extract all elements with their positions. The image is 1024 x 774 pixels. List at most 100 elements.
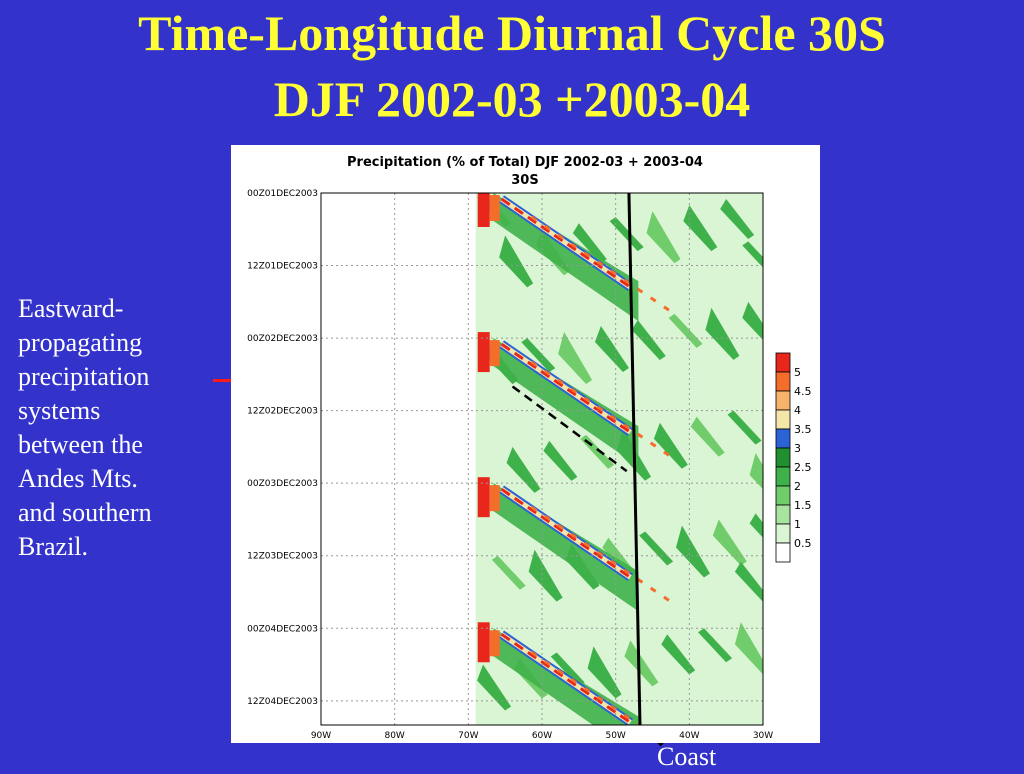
plot-frame <box>320 192 764 726</box>
field-streak <box>506 446 541 493</box>
band-core <box>500 633 632 724</box>
diurnal-band <box>477 193 672 322</box>
chart-subtitle: 30S <box>511 173 538 188</box>
field-streak <box>675 525 710 578</box>
field-streak <box>661 634 696 675</box>
band-envelope <box>493 338 639 467</box>
field-streak <box>587 646 622 699</box>
field-streak <box>749 452 763 490</box>
andes-burst <box>477 332 490 373</box>
annotation-line: Andes Mts. <box>18 464 138 493</box>
andes-burst <box>489 340 500 367</box>
band-secondary <box>530 651 642 725</box>
y-tick-label: 12Z02DEC2003 <box>247 407 318 417</box>
x-tick-label: 90W <box>311 731 331 741</box>
field-streak <box>477 664 512 711</box>
andes-burst <box>489 485 500 512</box>
colorbar-swatch <box>775 371 791 392</box>
field-streak <box>594 326 629 372</box>
field-streak <box>558 332 593 385</box>
colorbar-swatch <box>775 409 791 430</box>
colorbar-label: 4.5 <box>794 385 812 398</box>
field-streak <box>742 301 763 341</box>
y-tick-label: 00Z01DEC2003 <box>247 189 318 199</box>
colorbar-swatch <box>775 447 791 468</box>
band-secondary <box>530 360 672 458</box>
colorbar-label: 3 <box>794 442 801 455</box>
y-tick-label: 12Z03DEC2003 <box>247 552 318 562</box>
band-secondary <box>530 215 672 313</box>
coast-label: Coast <box>657 742 717 771</box>
field-streak <box>690 416 725 457</box>
y-tick-label: 00Z04DEC2003 <box>247 624 318 634</box>
field-streak <box>631 319 666 360</box>
y-tick-label: 12Z04DEC2003 <box>247 697 318 707</box>
band-envelope <box>493 483 639 612</box>
band-core <box>500 197 632 289</box>
band-envelope <box>493 193 639 322</box>
field-streak <box>653 422 688 469</box>
field-streak <box>712 519 747 566</box>
colorbar-label: 2.5 <box>794 461 812 474</box>
y-tick-label: 00Z03DEC2003 <box>247 479 318 489</box>
colorbar-label: 1 <box>794 518 801 531</box>
field-streak <box>543 440 578 481</box>
colorbar-swatch <box>775 542 791 563</box>
colorbar-swatch <box>775 352 791 373</box>
annotation-line: Eastward- <box>18 294 124 323</box>
colorbar-label: 2 <box>794 480 801 493</box>
field-streak <box>734 561 763 602</box>
andes-burst <box>477 622 490 663</box>
y-tick-label: 12Z01DEC2003 <box>247 262 318 272</box>
colorbar-swatch <box>775 523 791 544</box>
precip-field <box>475 193 763 725</box>
propagation-line <box>511 385 628 473</box>
annotation-line: Brazil. <box>18 532 89 561</box>
field-streak <box>734 622 763 675</box>
x-tick-label: 50W <box>605 731 625 741</box>
colorbar-swatch <box>775 504 791 525</box>
colorbar-swatch <box>775 390 791 411</box>
x-tick-label: 40W <box>679 731 699 741</box>
colorbar-swatch <box>775 428 791 449</box>
colorbar-label: 5 <box>794 366 801 379</box>
colorbar-label: 3.5 <box>794 423 812 436</box>
field-streak <box>528 549 563 602</box>
band-secondary <box>530 505 672 603</box>
heatmap-figure: Precipitation (% of Total) DJF 2002-03 +… <box>231 145 820 743</box>
andes-burst <box>489 630 500 657</box>
field-streak <box>624 640 659 687</box>
band-core <box>500 487 632 579</box>
coast-line <box>627 192 642 726</box>
field-streak <box>683 205 718 252</box>
field-streak <box>698 628 733 663</box>
x-tick-label: 30W <box>753 731 773 741</box>
field-streak <box>727 410 762 445</box>
annotation-line: between the <box>18 430 143 459</box>
colorbar-swatch <box>775 485 791 506</box>
field-streak <box>646 211 681 264</box>
y-tick-label: 00Z02DEC2003 <box>247 334 318 344</box>
band-core <box>500 342 632 434</box>
field-streak <box>742 241 763 268</box>
diurnal-band <box>477 477 672 612</box>
field-streak <box>639 531 674 566</box>
colorbar-swatch <box>775 466 791 487</box>
x-tick-label: 60W <box>532 731 552 741</box>
slide-title-line1: Time-Longitude Diurnal Cycle 30S <box>138 5 886 61</box>
heatmap-chart: Precipitation (% of Total) DJF 2002-03 +… <box>247 155 812 741</box>
colorbar-label: 4 <box>794 404 801 417</box>
field-streak <box>499 235 534 288</box>
annotation-line: systems <box>18 396 101 425</box>
slide-title-line2: DJF 2002-03 +2003-04 <box>273 71 751 127</box>
field-streak <box>720 199 755 240</box>
colorbar-label: 1.5 <box>794 499 812 512</box>
andes-burst <box>477 477 490 518</box>
annotation-text: Eastward- propagating precipitation syst… <box>18 292 223 564</box>
field-streak <box>550 652 585 687</box>
andes-burst <box>477 193 490 227</box>
field-streak <box>521 338 556 373</box>
annotation-line: propagating <box>18 328 143 357</box>
annotation-line: and southern <box>18 498 152 527</box>
x-tick-label: 80W <box>384 731 404 741</box>
